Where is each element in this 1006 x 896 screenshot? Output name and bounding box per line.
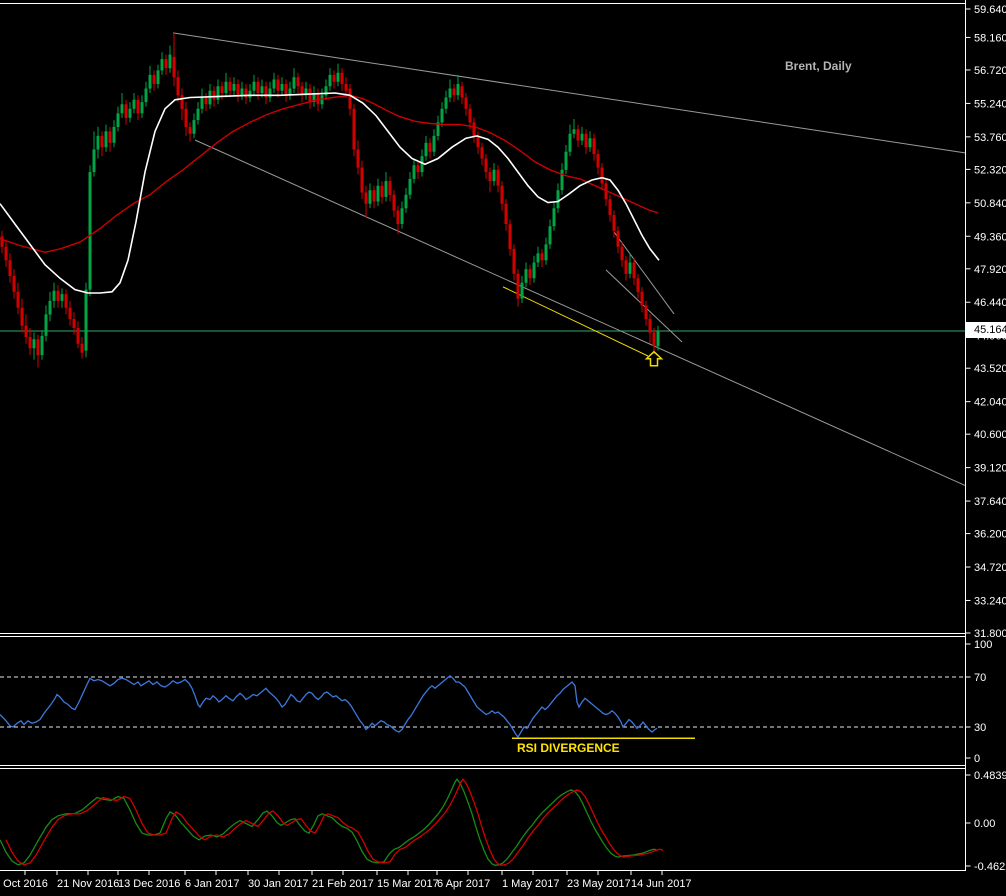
date-axis-label: 3 Oct 2016: [0, 878, 48, 890]
osc-axis-label: -0.4622: [974, 861, 1006, 873]
date-axis-label: 21 Feb 2017: [312, 878, 374, 890]
price-axis-label: 46.440: [974, 297, 1006, 309]
signal-red-line: [5, 778, 664, 866]
price-axis-label: 47.920: [974, 264, 1006, 276]
oscillator-panel[interactable]: [0, 778, 664, 866]
mini-channel-lower-trendline[interactable]: [605, 269, 683, 343]
mini-channel-upper-trendline[interactable]: [613, 231, 675, 315]
osc-axis-label: 0.00: [974, 818, 995, 830]
rsi-axis-label: 100: [974, 639, 992, 651]
price-axis-label: 40.600: [974, 429, 1006, 441]
rsi-line: [0, 674, 658, 739]
upper-channel-trendline[interactable]: [172, 32, 966, 154]
divergence-trendline-trendline[interactable]: [502, 286, 649, 357]
price-axis-label: 33.240: [974, 595, 1006, 607]
price-axis-label: 56.720: [974, 65, 1006, 77]
date-axis-label: 15 Mar 2017: [377, 878, 439, 890]
rsi-axis-label: 0: [974, 753, 980, 765]
price-axis-label: 31.800: [974, 628, 1006, 640]
price-axis-label: 59.640: [974, 4, 1006, 16]
date-axis-label: 1 May 2017: [502, 878, 559, 890]
up-arrow-marker[interactable]: [644, 350, 664, 367]
rsi-divergence-annotation[interactable]: RSI DIVERGENCE: [517, 741, 620, 755]
signal-green-line: [0, 778, 658, 866]
main-price-panel[interactable]: [0, 32, 966, 486]
slow-ma-line: [0, 94, 659, 254]
date-axis-label: 30 Jan 2017: [248, 878, 309, 890]
rsi-axis-label: 30: [974, 722, 986, 734]
date-axis-label: 6 Jan 2017: [185, 878, 239, 890]
date-axis-label: 14 Jun 2017: [631, 878, 692, 890]
date-axis-label: 6 Apr 2017: [437, 878, 490, 890]
bullish-candle-bodies: [32, 54, 660, 356]
price-axis-label: 50.840: [974, 198, 1006, 210]
price-axis-label: 34.720: [974, 562, 1006, 574]
date-axis-label: 23 May 2017: [567, 878, 631, 890]
price-axis-label: 49.360: [974, 231, 1006, 243]
price-axis-label: 55.240: [974, 98, 1006, 110]
price-axis-label: 36.200: [974, 529, 1006, 541]
lower-channel-trendline[interactable]: [194, 139, 966, 486]
price-axis-label: 42.040: [974, 397, 1006, 409]
price-axis-label: 52.320: [974, 164, 1006, 176]
price-axis-label: 53.760: [974, 132, 1006, 144]
rsi-panel[interactable]: [0, 674, 966, 739]
fast-ma-line: [0, 92, 660, 294]
symbol-timeframe-label: Brent, Daily: [785, 59, 852, 73]
date-axis-label: 13 Dec 2016: [118, 878, 180, 890]
price-axis-label: 43.520: [974, 363, 1006, 375]
rsi-axis-label: 70: [974, 672, 986, 684]
price-axis-label: 39.120: [974, 463, 1006, 475]
price-axis-label: 37.640: [974, 496, 1006, 508]
date-axis-label: 21 Nov 2016: [57, 878, 119, 890]
current-price-label: 45.164: [966, 322, 1006, 338]
osc-axis-label: 0.4839: [974, 770, 1006, 782]
price-axis-label: 58.160: [974, 32, 1006, 44]
